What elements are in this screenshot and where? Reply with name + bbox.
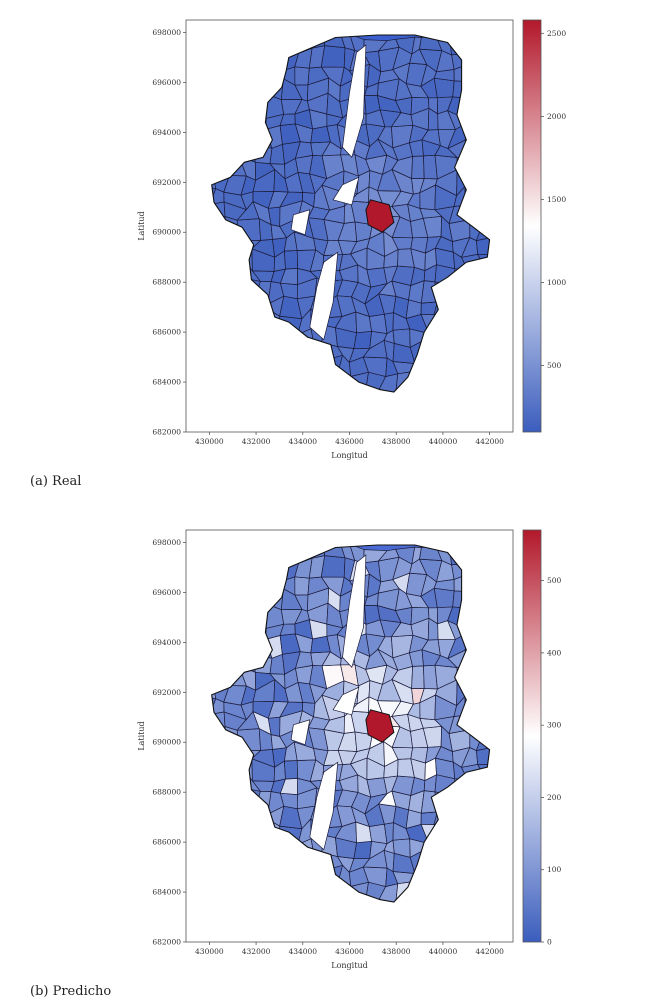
x-tick-label: 430000: [195, 947, 224, 956]
no-data-area: [342, 44, 367, 158]
district: [411, 665, 425, 689]
district: [294, 576, 310, 596]
district: [320, 45, 346, 68]
map-real-svg: 430000 432000 434000 436000 438000 440000 4420…: [137, 19, 566, 460]
district: [368, 313, 388, 335]
x-tick-label: 436000: [335, 437, 364, 446]
y-tick-label: 694000: [152, 638, 181, 647]
district: [353, 840, 372, 859]
colorbar-tick-label: 200: [547, 793, 562, 802]
y-tick-label: 690000: [152, 738, 181, 747]
x-tick-label: 440000: [429, 947, 458, 956]
y-tick-label: 682000: [152, 428, 181, 437]
colorbar-tick-label: 2500: [547, 29, 566, 38]
x-tick-label: 432000: [242, 437, 271, 446]
colorbar-tick-label: 0: [547, 938, 552, 947]
y-tick-label: 696000: [152, 78, 181, 87]
district: [284, 760, 299, 780]
x-tick-label: 430000: [195, 437, 224, 446]
colorbar-tick-label: 300: [547, 721, 562, 730]
colorbar-tick-label: 500: [547, 361, 562, 370]
y-tick-label: 682000: [152, 938, 181, 947]
district: [433, 587, 455, 609]
y-axis-title: Latitud: [137, 211, 146, 240]
x-tick-label: 434000: [288, 437, 317, 446]
colorbar: [522, 19, 542, 433]
x-tick-label: 440000: [429, 437, 458, 446]
no-data-area: [290, 719, 311, 746]
colorbar-tick-label: 500: [547, 576, 562, 585]
x-tick-label: 438000: [382, 437, 411, 446]
x-axis-title: Longitud: [331, 961, 367, 970]
x-tick-label: 442000: [475, 947, 504, 956]
x-tick-label: 436000: [335, 947, 364, 956]
region-outline: [211, 34, 491, 393]
y-tick-label: 684000: [152, 378, 181, 387]
y-tick-label: 692000: [152, 178, 181, 187]
district: [368, 823, 388, 845]
x-tick-label: 438000: [382, 947, 411, 956]
district: [294, 66, 310, 86]
y-tick-label: 684000: [152, 888, 181, 897]
district-highlight-center: [365, 199, 395, 233]
colorbar-tick-label: 100: [547, 865, 562, 874]
map-group: 430000 432000 434000 436000 438000 440000 4420…: [137, 19, 566, 460]
x-axis-title: Longitud: [331, 451, 367, 460]
map-predicted-svg: 430000 432000 434000 436000 438000 440000 4420…: [137, 529, 562, 970]
y-tick-label: 698000: [152, 28, 181, 37]
colorbar: [522, 529, 542, 943]
y-tick-label: 690000: [152, 228, 181, 237]
no-data-area: [332, 176, 360, 206]
district: [353, 330, 372, 349]
y-tick-label: 686000: [152, 838, 181, 847]
panel-predicted: 430000 432000 434000 436000 438000 440000 4420…: [0, 508, 672, 1004]
y-tick-label: 686000: [152, 328, 181, 337]
district-highlight-center: [365, 709, 395, 743]
no-data-area: [309, 761, 339, 851]
district: [366, 267, 388, 288]
caption-real: (a) Real: [30, 474, 82, 489]
region-outline: [211, 544, 491, 903]
y-tick-label: 688000: [152, 278, 181, 287]
colorbar-tick-label: 1000: [547, 278, 566, 287]
x-tick-label: 432000: [242, 947, 271, 956]
y-tick-label: 692000: [152, 688, 181, 697]
y-tick-label: 696000: [152, 588, 181, 597]
y-tick-label: 698000: [152, 538, 181, 547]
district: [411, 155, 425, 179]
district: [433, 77, 455, 99]
colorbar-tick-label: 2000: [547, 112, 566, 121]
y-tick-label: 694000: [152, 128, 181, 137]
no-data-area: [309, 251, 339, 341]
colorbar-tick-label: 1500: [547, 195, 566, 204]
x-tick-label: 442000: [475, 437, 504, 446]
colorbar-tick-label: 400: [547, 648, 562, 657]
x-tick-label: 434000: [288, 947, 317, 956]
district: [320, 555, 346, 578]
no-data-area: [332, 686, 360, 716]
no-data-area: [342, 554, 367, 668]
district: [284, 250, 299, 270]
y-tick-label: 688000: [152, 788, 181, 797]
panel-real: 430000 432000 434000 436000 438000 440000 4420…: [0, 0, 672, 500]
district: [366, 777, 388, 798]
no-data-area: [290, 209, 311, 236]
y-axis-title: Latitud: [137, 721, 146, 750]
map-group: 430000 432000 434000 436000 438000 440000 4420…: [137, 529, 562, 970]
caption-predicted: (b) Predicho: [30, 984, 112, 999]
